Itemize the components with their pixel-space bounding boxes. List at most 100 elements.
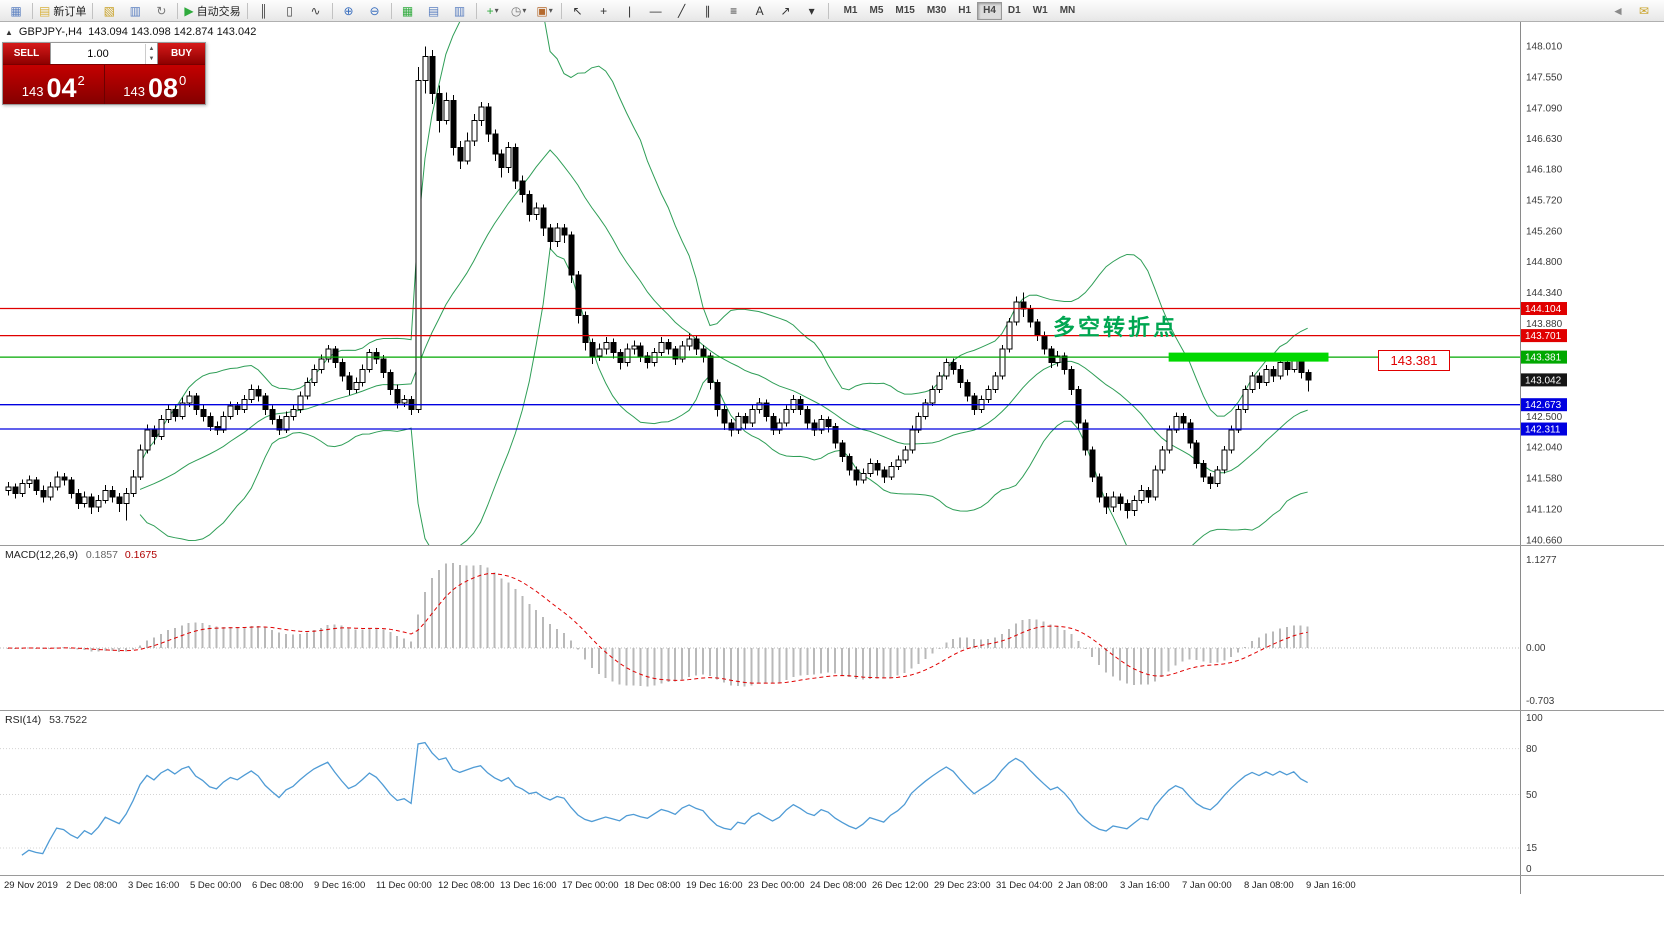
macd-signal-line — [7, 573, 1308, 684]
timeframe-h1-button[interactable]: H1 — [958, 5, 972, 16]
main-chart-panel[interactable]: ▲ GBPJPY-,H4 143.094 143.098 142.874 143… — [0, 22, 1664, 545]
megaphone-icon[interactable]: ◄ — [1605, 1, 1631, 21]
zoom-out-icon[interactable]: ⊖ — [362, 1, 388, 21]
time-axis-label: 9 Jan 16:00 — [1306, 880, 1356, 891]
buy-button[interactable]: BUY — [158, 43, 205, 64]
time-axis-label: 12 Dec 08:00 — [438, 880, 495, 891]
rsi-panel[interactable]: RSI(14) 53.7522 100 80 50 15 0 — [0, 710, 1664, 876]
macd-scale-label: 1.1277 — [1526, 555, 1557, 566]
vertical-line-icon[interactable]: | — [617, 1, 643, 21]
time-axis-svg[interactable]: 29 Nov 2019 2 Dec 08:00 3 Dec 16:00 5 Dec 0… — [0, 876, 1664, 894]
timeframe-w1-button[interactable]: W1 — [1032, 5, 1048, 16]
more-tools-icon[interactable]: ▾ — [799, 1, 825, 21]
macd-scale-label: -0.703 — [1526, 696, 1555, 707]
text-icon[interactable]: A — [747, 1, 773, 21]
time-axis-label: 8 Jan 08:00 — [1244, 880, 1294, 891]
price-badge — [1521, 302, 1567, 316]
timeframe-h4-button[interactable]: H4 — [977, 1, 1002, 20]
buy-price-button[interactable]: 143 08 0 — [104, 65, 205, 104]
new-chart-icon[interactable]: + ▾ — [480, 1, 506, 21]
volume-down-icon[interactable]: ▼ — [148, 55, 155, 62]
arrange-windows-icon[interactable]: ▥ — [447, 1, 473, 21]
time-axis-label: 13 Dec 16:00 — [500, 880, 557, 891]
price-axis-label: 140.660 — [1526, 535, 1563, 545]
price-axis-label: 141.120 — [1526, 505, 1563, 516]
candle-chart-icon: ▯ — [286, 3, 293, 18]
indicators-icon[interactable]: ▧ — [96, 1, 122, 21]
template-icon-dropdown[interactable]: ▾ — [548, 6, 553, 15]
line-chart-icon[interactable]: ∿ — [303, 1, 329, 21]
chart-symbol-info: ▲ GBPJPY-,H4 143.094 143.098 142.874 143… — [5, 26, 256, 38]
price-axis-label: 142.040 — [1526, 443, 1563, 454]
toolbar-separator — [92, 2, 94, 19]
zoom-in-icon[interactable]: ⊕ — [336, 1, 362, 21]
macd-svg[interactable]: 1.1277 0.00 -0.703 — [0, 546, 1664, 711]
chat-icon[interactable]: ✉ — [1631, 1, 1657, 21]
new-order-button[interactable]: ▤ 新订单 — [36, 1, 89, 21]
refresh-icon: ↻ — [156, 3, 167, 18]
profiles-icon: ▥ — [129, 3, 142, 18]
time-axis-label: 29 Dec 23:00 — [934, 880, 991, 891]
period-icon-dropdown[interactable]: ▾ — [522, 6, 527, 15]
time-axis-label: 3 Jan 16:00 — [1120, 880, 1170, 891]
profiles-icon[interactable]: ▥ — [122, 1, 148, 21]
channel-icon: ∥ — [704, 3, 711, 18]
trendline-icon: ╱ — [677, 3, 686, 18]
template-icon[interactable]: ▣ ▾ — [532, 1, 558, 21]
rsi-title: RSI(14) — [5, 714, 42, 726]
sell-price-pips: 04 — [46, 72, 77, 103]
candle-chart-icon[interactable]: ▯ — [277, 1, 303, 21]
macd-panel[interactable]: MACD(12,26,9) 0.1857 0.1675 1.1277 0.00 -0… — [0, 545, 1664, 711]
arrow-tools-icon: ↗ — [780, 3, 791, 18]
sell-price-sup: 2 — [77, 73, 85, 88]
new-chart-icon-dropdown[interactable]: ▾ — [494, 6, 499, 15]
price-axis-label: 146.180 — [1526, 164, 1563, 175]
timeframe-m1-button[interactable]: M1 — [843, 5, 858, 16]
autotrade-button[interactable]: ▶ 自动交易 — [181, 1, 243, 21]
buy-price-sup: 0 — [179, 73, 187, 88]
symbol-name: GBPJPY-,H4 — [18, 26, 83, 38]
fibonacci-icon[interactable]: ≡ — [721, 1, 747, 21]
bar-chart-icon[interactable]: ║ — [251, 1, 277, 21]
time-axis[interactable]: 29 Nov 2019 2 Dec 08:00 3 Dec 16:00 5 Dec 0… — [0, 875, 1664, 894]
refresh-icon[interactable]: ↻ — [148, 1, 174, 21]
collapse-icon[interactable]: ▲ — [5, 27, 13, 37]
time-axis-label: 19 Dec 16:00 — [686, 880, 743, 891]
window-menu-icon[interactable]: ▦ — [3, 1, 29, 21]
channel-icon[interactable]: ∥ — [695, 1, 721, 21]
rsi-svg[interactable]: 100 80 50 15 0 — [0, 711, 1664, 876]
macd-scale-label: 0.00 — [1526, 643, 1546, 654]
tile-windows-icon[interactable]: ▦ — [395, 1, 421, 21]
price-badge — [1521, 373, 1567, 387]
cursor-icon[interactable]: ↖ — [565, 1, 591, 21]
price-chart-svg[interactable]: 148.010 147.550 147.090 146.630 146.180 145.7… — [0, 22, 1664, 545]
buy-price-pips: 08 — [147, 72, 178, 103]
period-icon[interactable]: ◷ ▾ — [506, 1, 532, 21]
crosshair-icon[interactable]: + — [591, 1, 617, 21]
timeframe-m30-button[interactable]: M30 — [926, 5, 947, 16]
cascade-windows-icon[interactable]: ▤ — [421, 1, 447, 21]
time-axis-label: 11 Dec 00:00 — [376, 880, 432, 891]
cursor-icon: ↖ — [572, 3, 583, 18]
volume-up-icon[interactable]: ▲ — [148, 45, 155, 52]
timeframe-m15-button[interactable]: M15 — [895, 5, 915, 16]
macd-histogram — [7, 563, 1309, 687]
sell-button[interactable]: SELL — [3, 43, 50, 64]
sell-price-button[interactable]: 143 04 2 — [3, 65, 105, 104]
rsi-scale-label: 0 — [1526, 864, 1532, 875]
highlight-bar[interactable] — [1168, 352, 1329, 362]
timeframe-mn-button[interactable]: MN — [1059, 5, 1076, 16]
timeframe-d1-button[interactable]: D1 — [1007, 5, 1021, 16]
horizontal-line-icon[interactable]: — — [643, 1, 669, 21]
window-menu-icon: ▦ — [10, 3, 22, 18]
toolbar: ▦ ▤ 新订单 ▧ ▥ ↻ ▶ 自动交易 ║ ▯ ∿ ⊕ ⊖ ▦ ▤ ▥ + ▾ ◷ ▾ ▣ ▾ ↖ + | — ╱ ∥ ≡ A ↗ ▾ M1 M… — [0, 0, 1664, 22]
indicators-icon: ▧ — [103, 3, 116, 18]
volume-input[interactable] — [51, 46, 145, 61]
price-level-label[interactable]: 143.381 — [1378, 350, 1450, 371]
time-axis-label: 26 Dec 12:00 — [872, 880, 929, 891]
trendline-icon[interactable]: ╱ — [669, 1, 695, 21]
timeframe-m5-button[interactable]: M5 — [869, 5, 884, 16]
arrange-windows-icon: ▥ — [453, 3, 466, 18]
horizontal-line-icon: — — [649, 3, 662, 18]
arrow-tools-icon[interactable]: ↗ — [773, 1, 799, 21]
